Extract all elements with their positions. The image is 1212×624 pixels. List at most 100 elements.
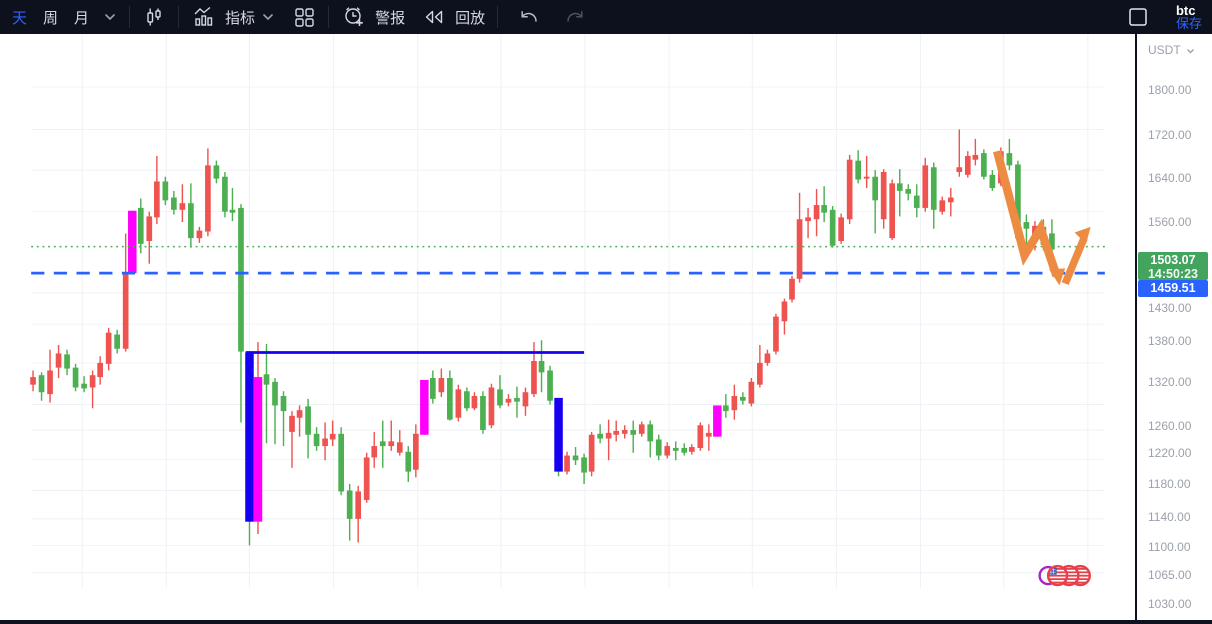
candle-body xyxy=(855,160,861,180)
candle-body xyxy=(764,353,771,363)
replay-button[interactable]: 回放 xyxy=(455,9,486,27)
candle-body xyxy=(630,430,637,435)
candle-body xyxy=(805,217,811,222)
candle-body xyxy=(222,176,228,212)
candle-body xyxy=(681,447,688,453)
candle-body xyxy=(497,389,503,406)
axis-tick: 1180.00 xyxy=(1148,477,1191,491)
bottom-bar xyxy=(0,620,1212,624)
candle-body xyxy=(229,209,236,213)
candle-body xyxy=(272,381,278,406)
price-axis[interactable]: USDT 1800.00 1720.00 1640.00 1560.00 1430.00… xyxy=(1137,34,1212,620)
candle-body xyxy=(789,278,795,300)
indicator-chart-icon[interactable] xyxy=(185,6,223,28)
layout-grid-icon[interactable] xyxy=(287,7,322,28)
axis-tick: 1030.00 xyxy=(1148,597,1192,611)
top-toolbar: 天 周 月 指标 警报 xyxy=(0,0,1212,34)
axis-tick: 1140.00 xyxy=(1148,510,1191,524)
chart-canvas[interactable] xyxy=(0,34,1136,620)
candle-body xyxy=(280,395,287,412)
indicators-button[interactable]: 指标 xyxy=(225,9,256,27)
candle-body xyxy=(522,392,529,407)
candle-body xyxy=(723,405,729,412)
axis-tick: 1100.00 xyxy=(1148,540,1191,554)
candle-body xyxy=(81,383,87,389)
highlight-bar xyxy=(245,352,254,522)
candle-body xyxy=(1049,233,1055,250)
undo-arrow-icon[interactable] xyxy=(510,8,548,26)
candle-body xyxy=(89,375,96,388)
candle-body xyxy=(773,316,779,352)
candle-body xyxy=(664,446,671,456)
candle-body xyxy=(956,167,963,172)
candle-body xyxy=(188,203,194,239)
candle-body xyxy=(796,219,803,279)
candle-body xyxy=(638,424,645,434)
candle-body xyxy=(263,374,270,385)
toolbar-divider xyxy=(178,6,180,28)
candle-body xyxy=(964,155,971,175)
alarm-add-icon[interactable] xyxy=(335,5,373,29)
candle-body xyxy=(514,397,520,402)
highlight-bar xyxy=(554,397,563,472)
candle-body xyxy=(438,378,445,393)
timeframe-month[interactable]: 月 xyxy=(74,9,90,27)
candle-body xyxy=(564,455,570,472)
candle-body xyxy=(1015,164,1021,239)
candle-body xyxy=(947,197,954,203)
candle-body xyxy=(880,171,887,220)
alerts-button[interactable]: 警报 xyxy=(375,9,406,27)
candle-body xyxy=(196,230,203,239)
redo-arrow-icon[interactable] xyxy=(556,8,594,26)
candle-body xyxy=(981,153,987,177)
candle-body xyxy=(581,457,587,473)
candle-body xyxy=(205,165,211,232)
candle-body xyxy=(305,406,311,435)
timeframe-day[interactable]: 天 xyxy=(12,9,28,27)
candle-body xyxy=(396,442,403,453)
candle-body xyxy=(939,200,946,212)
highlight-bar xyxy=(253,377,263,522)
indicators-chevron-down-icon[interactable] xyxy=(255,13,281,21)
candle-body xyxy=(171,197,177,210)
candle-body xyxy=(757,362,763,385)
candle-body xyxy=(455,389,462,418)
candle-body xyxy=(322,438,328,447)
candle-body xyxy=(122,274,129,349)
axis-tick: 1220.00 xyxy=(1148,446,1192,460)
candle-body xyxy=(505,398,512,403)
screenshot-frame-icon[interactable] xyxy=(1120,6,1156,28)
candle-body xyxy=(30,377,36,385)
candle-body xyxy=(64,354,70,369)
save-button[interactable]: 保存 xyxy=(1175,16,1202,31)
triple-flag-coin-logo xyxy=(1038,564,1091,587)
axis-tick: 1320.00 xyxy=(1148,375,1192,389)
alert-price-badge: 1459.51 xyxy=(1138,280,1208,297)
candle-body xyxy=(846,159,853,220)
candle-body xyxy=(613,430,620,435)
timeframe-chevron-down-icon[interactable] xyxy=(97,13,123,21)
down-zigzag-arrow xyxy=(992,150,1061,278)
candle-body xyxy=(447,378,453,420)
candle-body xyxy=(597,433,603,439)
last-price-badge: 1503.07 14:50:23 xyxy=(1138,252,1208,281)
candle-body xyxy=(740,396,746,401)
candle-body xyxy=(531,361,537,395)
candle-body xyxy=(989,174,996,189)
highlight-bar xyxy=(420,379,429,435)
candle-body xyxy=(296,410,303,418)
candle-body xyxy=(371,446,378,458)
replay-rewind-icon[interactable] xyxy=(415,7,453,27)
candle-body xyxy=(813,205,820,220)
down-arrowhead xyxy=(1049,268,1066,286)
candle-body xyxy=(538,361,545,373)
axis-tick: 1260.00 xyxy=(1148,419,1192,433)
candlestick-style-icon[interactable] xyxy=(136,6,172,28)
candlestick-chart[interactable] xyxy=(0,34,1136,620)
timeframe-week[interactable]: 周 xyxy=(43,9,59,27)
symbol-label: btc xyxy=(1175,3,1196,18)
candle-body xyxy=(705,432,712,437)
highlight-bar xyxy=(713,405,722,437)
candle-body xyxy=(605,432,612,439)
axis-currency-selector[interactable]: USDT xyxy=(1148,43,1195,57)
